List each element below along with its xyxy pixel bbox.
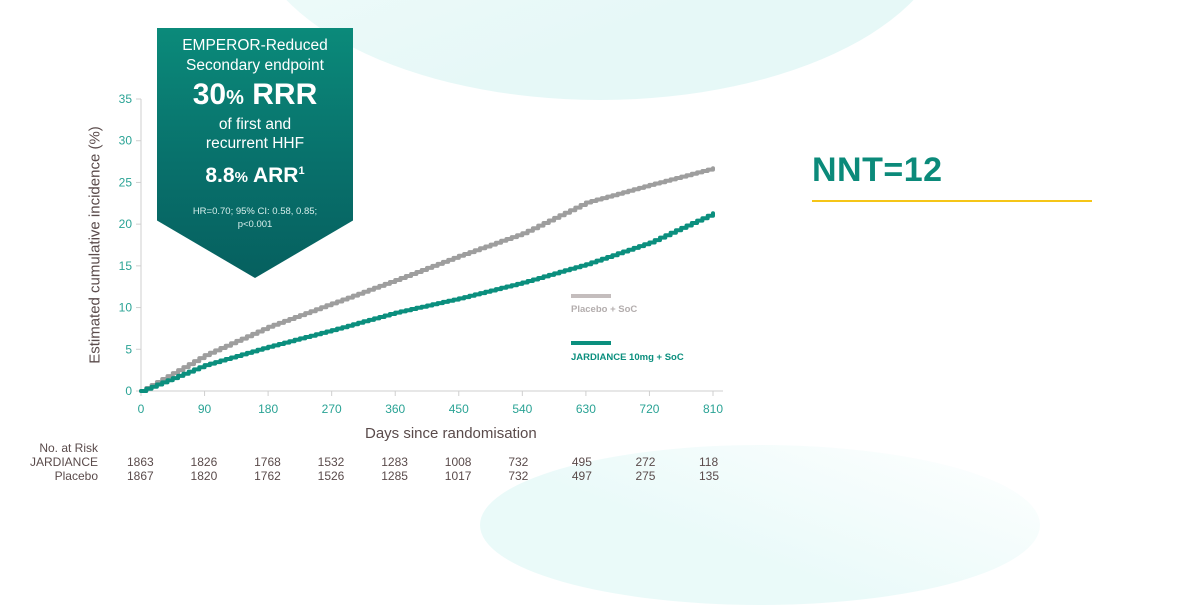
- risk-cell: 732: [508, 469, 529, 483]
- risk-cell: 1820: [190, 469, 218, 483]
- x-tick-label: 540: [512, 402, 532, 416]
- risk-table-header: No. at Risk: [39, 441, 98, 455]
- y-axis-title: Estimated cumulative incidence (%): [86, 126, 104, 364]
- x-tick-label: 0: [138, 402, 145, 416]
- legend-swatch-jardiance: [571, 341, 611, 345]
- legend-label-placebo: Placebo + SoC: [571, 304, 638, 315]
- callout-stats-1: HR=0.70; 95% CI: 0.58, 0.85;: [192, 206, 318, 217]
- nnt-value: NNT=12: [812, 151, 943, 189]
- placebo-curve: [139, 166, 715, 393]
- risk-cell: 118: [699, 455, 719, 469]
- risk-cell: 135: [699, 469, 720, 483]
- risk-row-label-placebo: Placebo: [54, 469, 98, 483]
- risk-cell: 1008: [444, 455, 472, 469]
- risk-cell: 272: [635, 455, 656, 469]
- legend-swatch-placebo: [571, 294, 611, 298]
- y-tick-label: 20: [119, 217, 133, 231]
- risk-cell: 1017: [444, 469, 472, 483]
- x-tick-label: 270: [322, 402, 342, 416]
- risk-cell: 1768: [254, 455, 281, 469]
- risk-cell: 495: [571, 455, 592, 469]
- risk-cell: 275: [635, 469, 656, 483]
- y-tick-label: 25: [119, 175, 133, 189]
- callout-arr: 8.8% ARR1: [205, 164, 305, 187]
- x-axis-title: Days since randomisation: [365, 425, 537, 442]
- risk-row-label-jardiance: JARDIANCE: [29, 455, 98, 469]
- x-tick-label: 90: [198, 402, 212, 416]
- x-tick-label: 360: [385, 402, 405, 416]
- result-callout: EMPEROR-Reduced Secondary endpoint 30% R…: [157, 28, 353, 278]
- nnt-underline: [812, 200, 1092, 202]
- risk-cell: 1867: [127, 469, 154, 483]
- chart-plot-area: 0 5 10 15 20 25 30 35 0 90 180 270 360 450 540 630 720 81…: [119, 92, 724, 416]
- callout-trial-name: EMPEROR-Reduced: [182, 37, 328, 54]
- x-tick-label: 630: [576, 402, 596, 416]
- risk-cell: 1283: [381, 455, 408, 469]
- y-tick-label: 15: [119, 259, 133, 273]
- callout-endpoint: Secondary endpoint: [186, 57, 324, 74]
- risk-cell: 1526: [317, 469, 345, 483]
- y-tick-label: 5: [125, 342, 132, 356]
- callout-desc-2: recurrent HHF: [205, 135, 305, 152]
- y-tick-label: 10: [119, 301, 133, 315]
- risk-cell: 1826: [190, 455, 218, 469]
- y-tick-label: 35: [119, 92, 133, 106]
- y-tick-label: 0: [125, 384, 132, 398]
- x-tick-label: 810: [703, 402, 723, 416]
- risk-cell: 497: [571, 469, 592, 483]
- y-tick-label: 30: [119, 134, 133, 148]
- risk-cell: 1863: [127, 455, 154, 469]
- risk-cell: 1762: [254, 469, 281, 483]
- callout-stats-2: p<0.001: [237, 219, 273, 230]
- risk-cell: 1285: [381, 469, 408, 483]
- chart-series: [139, 166, 715, 393]
- x-tick-label: 720: [639, 402, 659, 416]
- x-tick-label: 450: [449, 402, 469, 416]
- jardiance-curve: [139, 211, 715, 393]
- callout-desc-1: of first and: [218, 116, 292, 133]
- risk-cell: 1532: [317, 455, 345, 469]
- x-tick-label: 180: [258, 402, 278, 416]
- chart-axes: 0 5 10 15 20 25 30 35 0 90 180 270 360 450 540 630 720 81…: [119, 92, 724, 416]
- callout-rrr: 30% RRR: [192, 78, 318, 111]
- risk-cell: 732: [508, 455, 529, 469]
- legend-label-jardiance: JARDIANCE 10mg + SoC: [571, 352, 684, 363]
